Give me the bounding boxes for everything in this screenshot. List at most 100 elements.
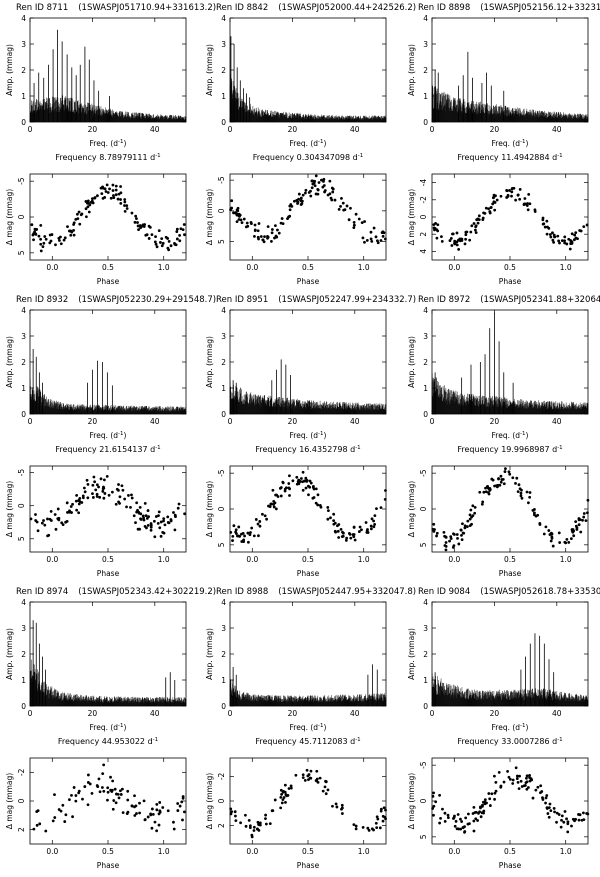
- phase-point: [157, 823, 161, 827]
- phase-point: [507, 470, 511, 474]
- periodogram-xtick-label: 20: [288, 709, 298, 718]
- phase-point: [499, 480, 503, 484]
- phase-point: [250, 833, 254, 837]
- phase-point: [369, 527, 373, 531]
- phase-point: [571, 817, 575, 821]
- phase-ytick-label: -5: [17, 177, 26, 185]
- phase-ytick-label: -5: [217, 469, 226, 477]
- phase-point: [111, 807, 115, 811]
- phase-point: [314, 779, 318, 782]
- panel-header: Ren ID 8951 (1SWASPJ052247.99+234332.7): [216, 295, 416, 305]
- frequency-caption: Frequency 0.304347098 d-1: [253, 153, 363, 162]
- phase-point: [545, 806, 549, 810]
- periodogram-xtick-label: 20: [490, 709, 500, 718]
- phase-point: [373, 523, 377, 526]
- phase-point: [178, 804, 182, 808]
- phase-point: [335, 805, 339, 809]
- phase-point: [85, 478, 89, 482]
- phase-point: [125, 812, 129, 815]
- phase-point: [514, 481, 517, 485]
- phase-point: [94, 488, 98, 492]
- phase-point: [525, 774, 529, 778]
- xlabel-exp: -1: [520, 431, 525, 437]
- phase-point: [133, 805, 136, 809]
- phase-point: [488, 797, 492, 801]
- phase-point: [291, 479, 295, 483]
- phase-point: [237, 525, 241, 529]
- periodogram-ytick-label: 0: [423, 410, 428, 419]
- phase-point: [329, 196, 333, 200]
- phase-point: [480, 502, 484, 506]
- phase-point: [32, 238, 35, 242]
- phase-xtick-label: 1.0: [560, 263, 572, 272]
- phase-point: [476, 819, 480, 822]
- phase-point: [306, 774, 310, 778]
- phase-point: [455, 827, 459, 831]
- phase-point: [156, 521, 160, 525]
- phase-point: [237, 212, 241, 216]
- phase-point: [130, 211, 134, 215]
- phase-point: [151, 813, 155, 816]
- periodogram-ytick-label: 0: [21, 702, 26, 711]
- phase-point: [354, 824, 358, 828]
- phase-point: [444, 545, 448, 548]
- phase-ytick-label: 2: [419, 232, 428, 237]
- phase-point: [53, 793, 56, 797]
- phase-point: [234, 814, 237, 818]
- phase-point: [340, 197, 343, 200]
- phase-point: [157, 514, 160, 518]
- frequency-value: 21.6154137: [99, 445, 150, 454]
- phase-ytick-label: -5: [17, 469, 26, 477]
- phase-point: [51, 819, 55, 823]
- phase-point: [35, 823, 39, 827]
- phase-point: [153, 820, 157, 824]
- phase-point: [518, 187, 522, 191]
- periodogram-xtick-label: 20: [88, 125, 98, 134]
- phase-point: [280, 801, 284, 805]
- phase-point: [336, 524, 339, 528]
- phase-point: [276, 228, 279, 232]
- phase-point: [157, 510, 161, 514]
- swasp-id-label: (1SWASPJ052247.99+234332.7): [278, 295, 416, 305]
- phase-point: [508, 472, 512, 476]
- phase-point: [53, 816, 57, 819]
- panel-header: Ren ID 8711 (1SWASPJ051710.94+331613.2): [16, 3, 216, 13]
- phase-point: [74, 499, 78, 503]
- periodogram-ytick-label: 2: [21, 358, 26, 367]
- star-panel-8711: Ren ID 8711 (1SWASPJ051710.94+331613.2) 0 2…: [5, 3, 216, 286]
- phase-frame: [229, 465, 387, 553]
- phase-point: [536, 513, 540, 517]
- phase-point: [80, 501, 84, 504]
- xlabel-close: ): [324, 723, 327, 732]
- xlabel-close: ): [124, 431, 127, 440]
- periodogram-ytick-label: 1: [423, 384, 428, 393]
- phase-point: [453, 824, 457, 828]
- phase-point: [316, 503, 320, 507]
- phase-point: [381, 814, 385, 818]
- phase-point: [582, 811, 585, 815]
- phase-point: [77, 789, 81, 793]
- phase-point: [444, 548, 448, 552]
- phase-point: [257, 222, 261, 225]
- phase-point: [328, 179, 332, 183]
- phase-point: [304, 486, 308, 490]
- phase-point: [162, 531, 166, 535]
- phase-ylabel: Δ mag (mmag): [5, 481, 14, 537]
- frequency-unit: d: [150, 153, 155, 162]
- periodogram-xtick-label: 0: [28, 125, 33, 134]
- phase-ytick-label: 5: [217, 239, 226, 244]
- phase-point: [468, 517, 472, 521]
- phase-point: [46, 517, 49, 521]
- periodogram-ytick-label: 0: [21, 410, 26, 419]
- phase-xtick-label: 0.5: [302, 847, 314, 856]
- periodogram-ytick-label: 4: [21, 598, 26, 607]
- phase-point: [545, 219, 549, 223]
- phase-point: [528, 495, 532, 499]
- phase-point: [72, 221, 76, 225]
- phase-point: [153, 519, 156, 523]
- phase-point: [172, 511, 175, 514]
- phase-point: [86, 205, 90, 209]
- phase-point: [120, 787, 124, 791]
- phase-point: [143, 818, 147, 822]
